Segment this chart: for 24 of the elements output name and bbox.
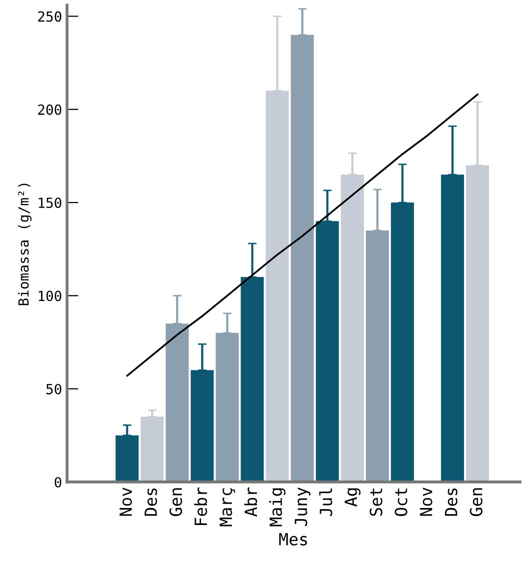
y-tick-label: 250 [38,11,62,22]
x-tick-label: Des [144,488,158,516]
y-tick-label: 100 [38,290,62,302]
x-tick-label: Maig [269,488,286,526]
x-tick-label: Ag [344,488,360,507]
x-tick-label: Nov [420,488,432,516]
y-axis-title: Biomassa (g/m²) [18,184,32,306]
x-tick-label: Gen [169,488,182,516]
x-tick-label: Juny [294,487,310,526]
x-tick-label: Jul [319,488,332,516]
x-tick-label: Abr [244,487,258,517]
x-tick-label: Nov [120,488,132,516]
line-series [126,94,478,377]
y-tick-label: 200 [38,104,62,115]
x-tick-label: Gen [470,488,482,516]
x-tick-label: Des [444,488,458,516]
x-tick-label: Març [220,488,236,526]
y-tick-label: 50 [46,384,62,394]
y-tick-label: 150 [38,198,62,208]
x-tick-label: Set [370,488,382,516]
x-tick-label: Febr [194,487,208,526]
x-axis-title: Mes [279,533,307,546]
y-tick-label: 0 [54,476,62,488]
x-tick-label: Oct [394,488,408,516]
